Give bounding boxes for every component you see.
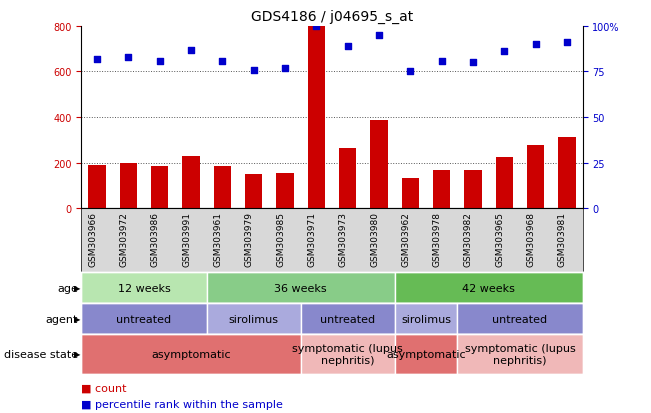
Point xyxy=(436,58,447,65)
Text: ■ percentile rank within the sample: ■ percentile rank within the sample xyxy=(81,399,283,409)
Text: 36 weeks: 36 weeks xyxy=(274,283,327,293)
Text: GSM303979: GSM303979 xyxy=(245,212,254,267)
Point xyxy=(123,55,133,61)
Bar xyxy=(81,273,207,304)
Text: GSM303985: GSM303985 xyxy=(276,212,285,267)
Text: untreated: untreated xyxy=(117,314,172,324)
Point xyxy=(531,42,541,48)
Text: symptomatic (lupus
nephritis): symptomatic (lupus nephritis) xyxy=(292,343,403,365)
Bar xyxy=(89,165,105,209)
Bar xyxy=(301,335,395,374)
Text: GSM303962: GSM303962 xyxy=(401,212,410,266)
Text: sirolimus: sirolimus xyxy=(229,314,279,324)
Bar xyxy=(370,121,387,209)
Bar xyxy=(207,273,395,304)
Point xyxy=(468,60,478,66)
Text: untreated: untreated xyxy=(492,314,547,324)
Point xyxy=(311,24,322,30)
Point xyxy=(374,33,384,39)
Bar xyxy=(151,166,169,209)
Text: GSM303981: GSM303981 xyxy=(558,212,567,267)
Text: GSM303961: GSM303961 xyxy=(214,212,223,267)
Text: untreated: untreated xyxy=(320,314,375,324)
Text: ▶: ▶ xyxy=(74,284,81,292)
Bar xyxy=(214,166,231,209)
Text: GSM303986: GSM303986 xyxy=(150,212,159,267)
Bar xyxy=(402,179,419,209)
Bar xyxy=(433,171,450,209)
Point xyxy=(186,47,196,54)
Point xyxy=(499,49,510,56)
Text: GSM303982: GSM303982 xyxy=(464,212,473,266)
Bar xyxy=(464,171,482,209)
Bar xyxy=(120,163,137,209)
Bar xyxy=(395,273,583,304)
Text: GSM303973: GSM303973 xyxy=(339,212,348,267)
Point xyxy=(217,58,228,65)
Text: GSM303978: GSM303978 xyxy=(433,212,441,267)
Bar xyxy=(339,148,356,209)
Bar xyxy=(308,27,325,209)
Bar xyxy=(277,173,294,209)
Text: asymptomatic: asymptomatic xyxy=(151,349,231,359)
Text: ■ count: ■ count xyxy=(81,382,127,392)
Bar xyxy=(395,304,457,335)
Point xyxy=(92,56,102,63)
Bar xyxy=(457,304,583,335)
Point xyxy=(154,58,165,65)
Point xyxy=(249,67,259,74)
Bar xyxy=(395,335,457,374)
Bar xyxy=(207,304,301,335)
Text: 42 weeks: 42 weeks xyxy=(462,283,515,293)
Bar xyxy=(457,335,583,374)
Text: GSM303991: GSM303991 xyxy=(182,212,191,267)
Text: disease state: disease state xyxy=(4,349,78,359)
Text: GSM303972: GSM303972 xyxy=(119,212,128,266)
Text: ▶: ▶ xyxy=(74,350,81,358)
Bar xyxy=(81,304,207,335)
Text: GSM303966: GSM303966 xyxy=(88,212,97,267)
Text: GSM303980: GSM303980 xyxy=(370,212,379,267)
Bar xyxy=(527,146,544,209)
Bar xyxy=(301,304,395,335)
Text: 12 weeks: 12 weeks xyxy=(118,283,171,293)
Point xyxy=(280,65,290,72)
Bar xyxy=(495,157,513,209)
Title: GDS4186 / j04695_s_at: GDS4186 / j04695_s_at xyxy=(251,10,413,24)
Point xyxy=(405,69,415,76)
Text: GSM303971: GSM303971 xyxy=(307,212,316,267)
Point xyxy=(342,43,353,50)
Point xyxy=(562,40,572,47)
Bar xyxy=(245,174,262,209)
Text: GSM303968: GSM303968 xyxy=(527,212,536,267)
Text: ▶: ▶ xyxy=(74,315,81,323)
Text: age: age xyxy=(57,283,78,293)
Bar xyxy=(182,156,200,209)
Text: symptomatic (lupus
nephritis): symptomatic (lupus nephritis) xyxy=(465,343,575,365)
Text: sirolimus: sirolimus xyxy=(401,314,451,324)
Text: agent: agent xyxy=(46,314,78,324)
Text: asymptomatic: asymptomatic xyxy=(386,349,466,359)
Bar xyxy=(81,335,301,374)
Bar xyxy=(559,138,575,209)
Text: GSM303965: GSM303965 xyxy=(495,212,505,267)
